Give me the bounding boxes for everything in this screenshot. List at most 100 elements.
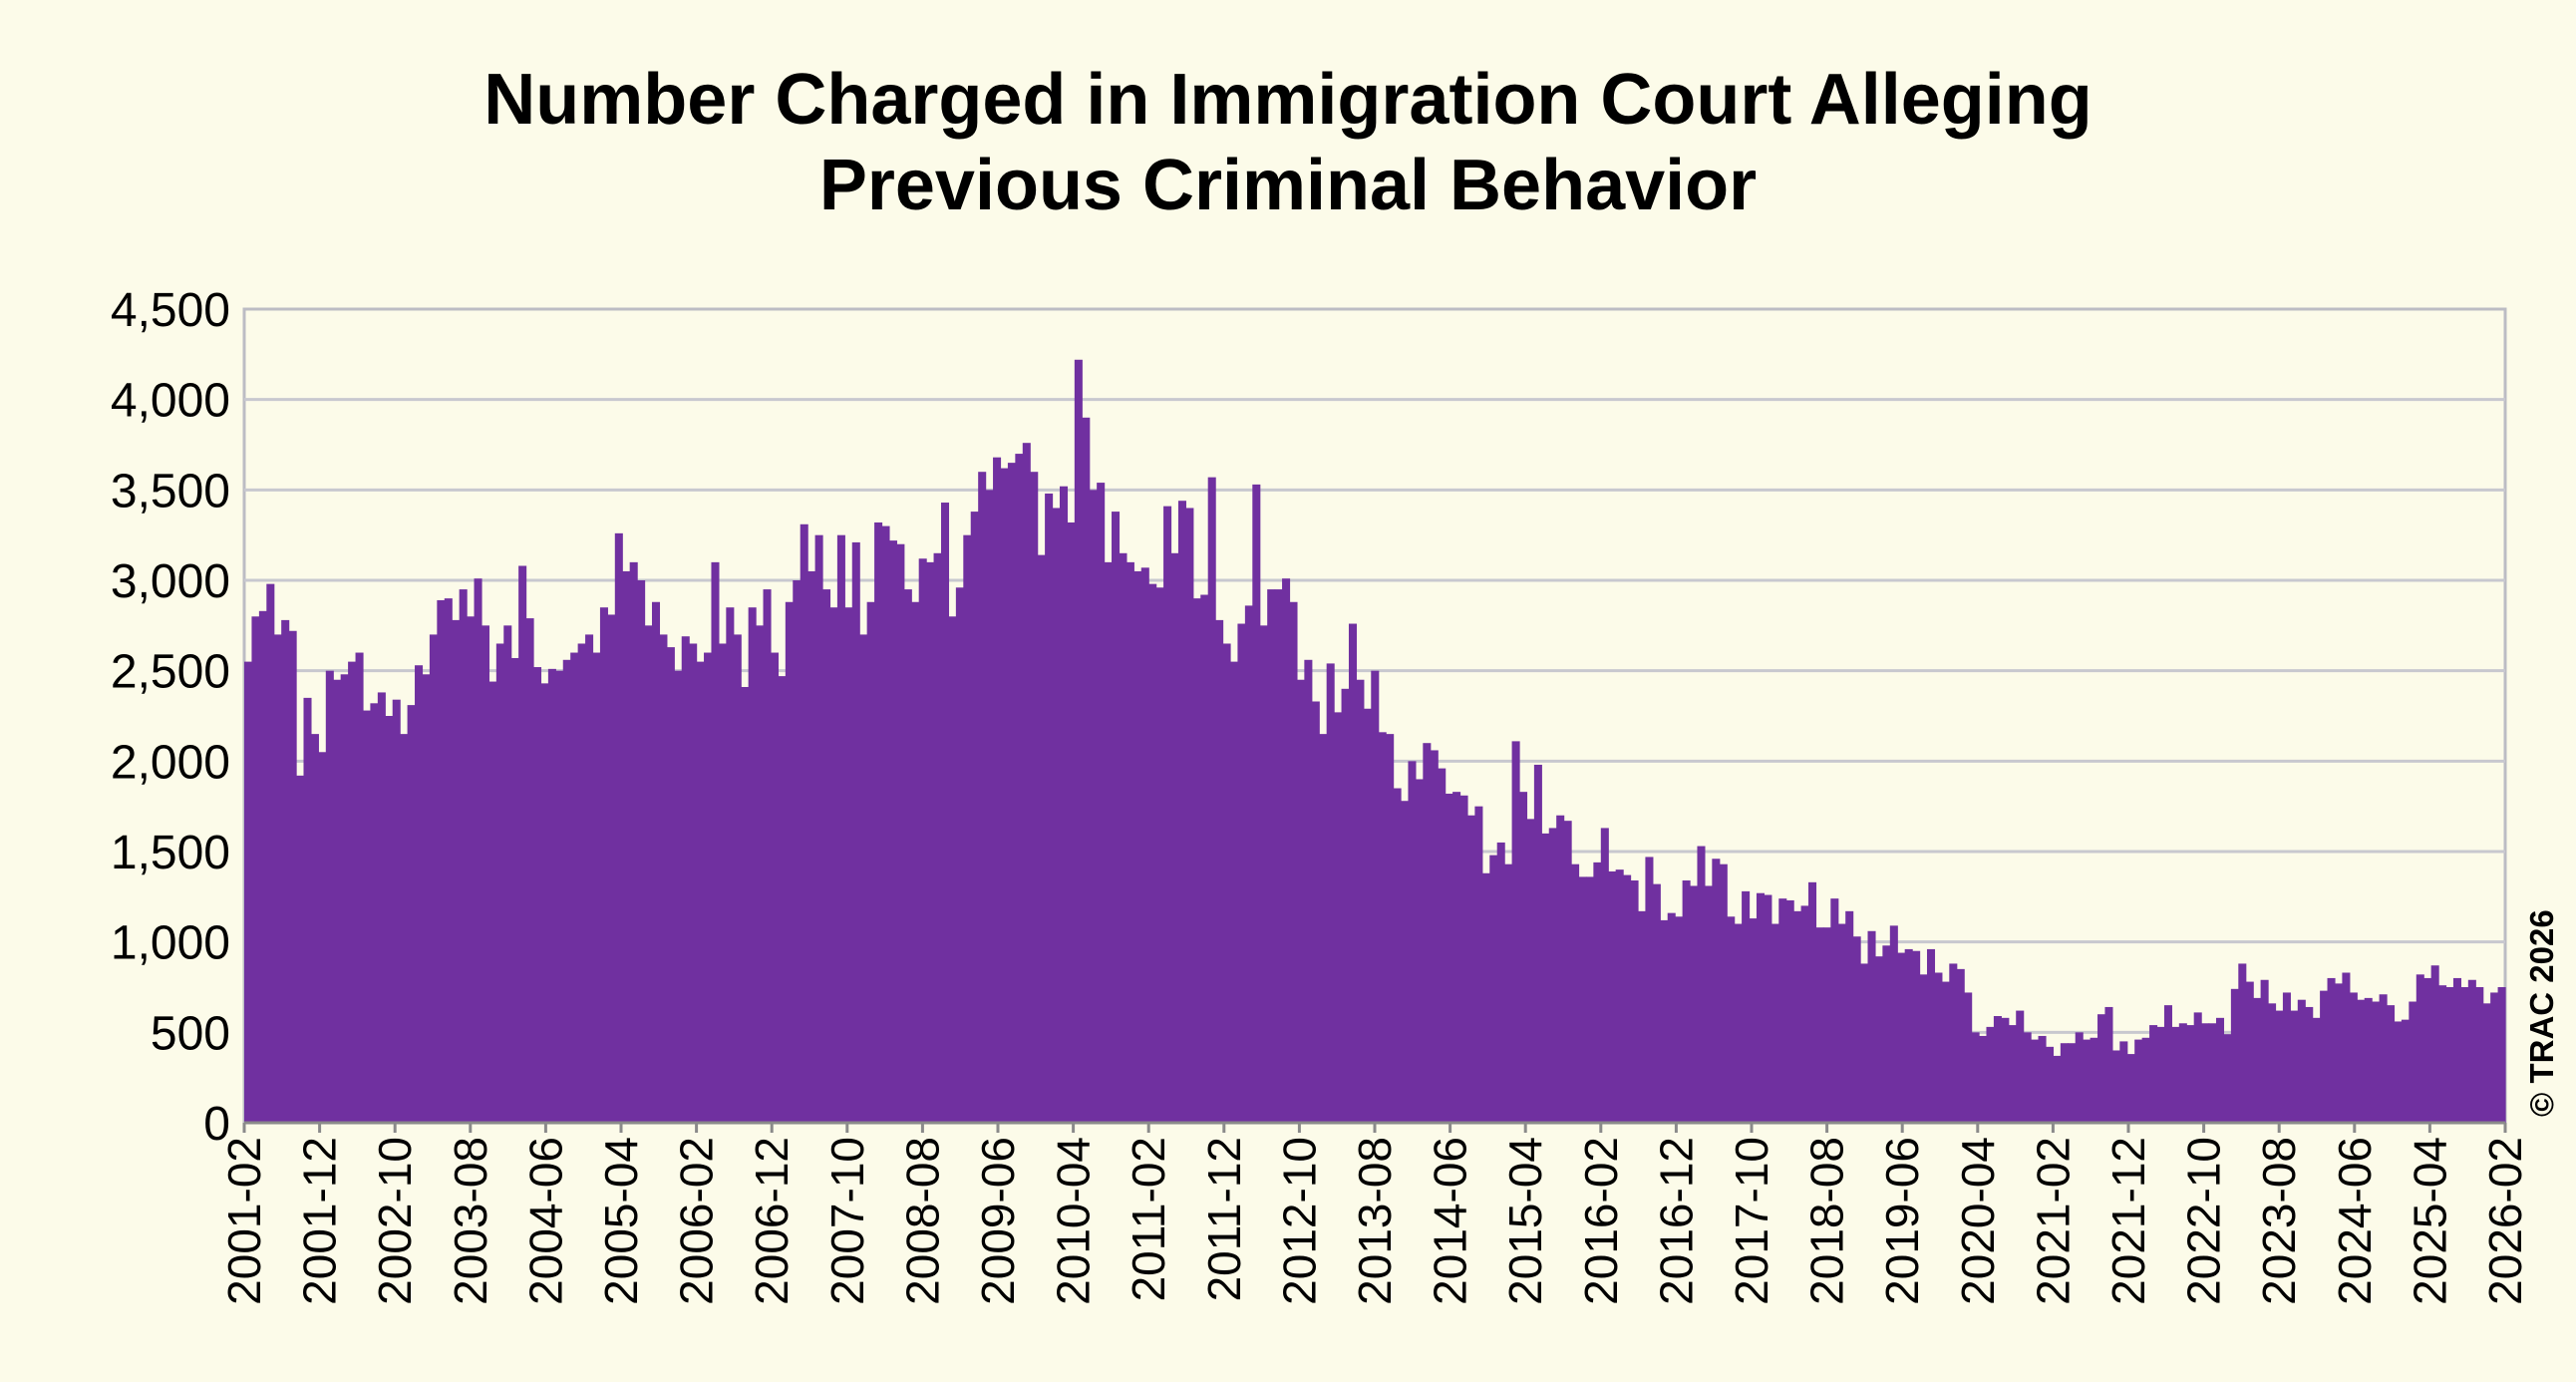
bar [666,647,675,1123]
bar [266,583,275,1123]
bar [985,490,994,1124]
bar [1971,1032,1980,1123]
bar [1155,587,1164,1123]
bar [481,625,489,1123]
bar [1764,894,1772,1123]
bar [533,667,542,1123]
x-tick-label: 2011-02 [1123,1137,1174,1301]
x-tick-label: 2022-10 [2178,1137,2230,1305]
bar [1793,910,1802,1123]
bar [2090,1037,2098,1123]
bar [2201,1023,2210,1123]
bar [2401,1019,2410,1123]
bar [674,670,683,1123]
bar [2031,1039,2040,1123]
bar [488,681,497,1123]
bar [726,607,735,1123]
bar [1445,793,1453,1123]
bar [2178,1023,2187,1123]
copyright-label: © TRAC 2026 [2523,909,2560,1117]
bar [1749,918,1758,1123]
bar [2342,972,2351,1123]
bar [1533,764,1542,1123]
bar [2045,1046,2054,1123]
bar [1474,806,1483,1123]
bar [1556,815,1565,1123]
bar [940,503,950,1123]
bar [510,657,519,1123]
bar [555,670,564,1123]
bar [392,699,401,1123]
bar [1192,598,1201,1123]
bar [1074,359,1083,1123]
bar [1919,974,1928,1123]
bar [836,534,845,1123]
bar [2068,1043,2077,1123]
bar [711,561,720,1123]
bar [763,589,772,1123]
bar [1045,493,1054,1124]
bar [1289,601,1298,1123]
bar [2171,1026,2180,1123]
bar [2482,1003,2491,1123]
bar [1311,701,1320,1123]
bar [800,523,808,1123]
bar [2134,1039,2143,1123]
x-tick-label: 2012-10 [1273,1137,1325,1305]
x-tick-label: 2010-04 [1048,1137,1100,1305]
bar [599,607,608,1123]
bar [2438,985,2447,1123]
bar [2023,1032,2032,1123]
bar [1889,925,1898,1123]
bar [1000,468,1009,1123]
bar [1356,679,1365,1123]
x-tick-label: 2020-04 [1952,1137,2004,1305]
bar [1415,779,1424,1123]
y-tick-label: 4,000 [111,375,230,428]
x-tick-label: 2019-06 [1876,1137,1928,1305]
bar [2016,1010,2025,1123]
bar [1563,821,1572,1123]
bar [333,679,342,1123]
bar [2445,987,2454,1123]
bar [1481,872,1490,1123]
bar [2060,1043,2069,1123]
bar [2349,992,2358,1123]
bar [1363,708,1372,1123]
bar [377,692,386,1123]
bar [2490,992,2499,1123]
y-tick-label: 3,000 [111,555,230,608]
bar [733,634,742,1123]
bar [829,607,838,1123]
bar [296,775,305,1123]
bar [2372,1001,2381,1123]
bar [2163,1005,2172,1123]
bar [2253,997,2262,1123]
bar [1934,972,1943,1123]
bar [1052,508,1061,1124]
bar [2290,1010,2299,1123]
bar [1252,484,1261,1123]
bar [896,543,905,1123]
bar [1089,490,1098,1124]
bar [1185,508,1194,1124]
bar [1941,981,1950,1123]
bar [1897,952,1906,1123]
y-tick-label: 1,500 [111,827,230,879]
bar [888,540,897,1123]
bar [1541,833,1550,1123]
bar [429,634,438,1123]
x-tick-label: 2021-12 [2102,1137,2154,1305]
bar [1148,583,1157,1123]
bar [1097,483,1106,1124]
x-tick-label: 2016-12 [1650,1137,1702,1305]
bar [251,616,260,1123]
bar [926,561,935,1123]
bar [503,625,512,1123]
bar [1104,561,1113,1123]
bar [637,580,646,1123]
x-tick-label: 2009-06 [972,1137,1024,1305]
bar [2282,992,2291,1123]
chart-title-line-1: Number Charged in Immigration Court Alle… [483,60,2092,140]
bar [2415,974,2424,1123]
